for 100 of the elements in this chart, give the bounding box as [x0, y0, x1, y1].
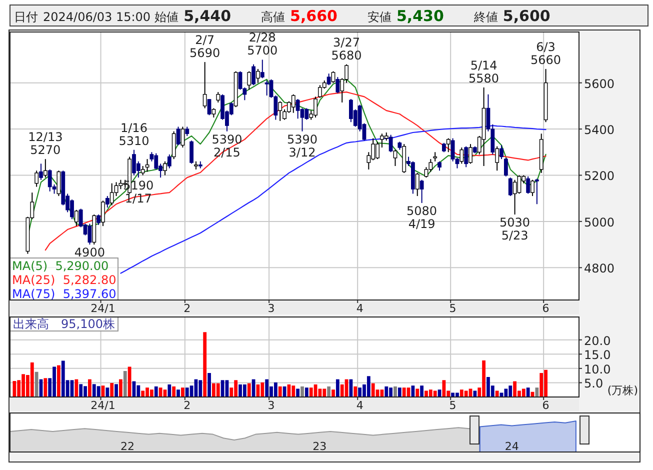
text: 5/14 5580 [468, 58, 500, 86]
candlestick [420, 179, 424, 204]
bar [136, 385, 140, 397]
candlestick [446, 138, 450, 153]
x-tick-label: 23 [312, 440, 327, 453]
bar [119, 379, 122, 397]
bar [242, 384, 246, 397]
bar [540, 373, 544, 397]
bar [168, 384, 172, 397]
bar [411, 386, 415, 397]
text: 6/3 5660 [530, 40, 562, 67]
candlestick [260, 59, 264, 79]
y-tick-label: 5000 [584, 215, 615, 230]
x-tick-label: 4 [356, 399, 364, 412]
candlestick [48, 168, 52, 192]
candlestick [185, 126, 190, 136]
bar [296, 388, 300, 397]
bar [208, 373, 211, 397]
text: 3/27 5680 [331, 35, 362, 62]
candlestick [278, 100, 282, 122]
bar [12, 381, 16, 397]
bar [114, 384, 118, 397]
bar [198, 380, 202, 397]
bar [292, 386, 296, 397]
bar [384, 386, 388, 397]
text: 5,430 [396, 7, 444, 25]
candlestick [460, 147, 464, 164]
candlestick [167, 154, 172, 169]
text: 5,600 [502, 7, 550, 25]
y-tick-label: 4800 [584, 262, 615, 276]
y-tick-label: 10.0 [584, 362, 611, 376]
bar [522, 388, 526, 397]
bar [44, 378, 48, 397]
candlestick [140, 166, 145, 176]
text: 12/13 5270 [28, 130, 63, 158]
bar [57, 365, 60, 397]
bar [526, 388, 530, 397]
bar [74, 379, 78, 397]
bar [150, 390, 154, 397]
bar [176, 390, 180, 397]
y-tick-label: 5400 [584, 123, 615, 138]
bar [535, 388, 539, 397]
y-tick-label: 5.0 [584, 376, 604, 391]
bar [358, 388, 362, 397]
text: 5030 5/23 [500, 216, 530, 243]
candlestick [326, 73, 331, 86]
candlestick [291, 94, 296, 114]
candlestick [88, 223, 92, 246]
bar [278, 386, 282, 397]
bar [336, 379, 340, 397]
text: MA(5) 5,290.00 [12, 259, 109, 273]
y-tick-label: 15.0 [584, 348, 611, 362]
x-tick-label: 3 [268, 302, 275, 315]
candlestick [74, 209, 78, 227]
candlestick [180, 126, 185, 148]
candlestick [96, 214, 101, 226]
candlestick [145, 158, 150, 172]
candlestick [43, 158, 48, 178]
candlestick [393, 149, 398, 166]
bar [473, 390, 477, 397]
candlestick [247, 70, 252, 90]
candlestick [118, 179, 123, 190]
candlestick [190, 140, 194, 164]
candlestick [56, 170, 61, 197]
bar [79, 384, 83, 397]
candlestick [526, 176, 530, 194]
candlestick [442, 142, 446, 153]
y-tick-label: 5200 [584, 169, 615, 184]
candlestick [534, 178, 539, 205]
bar [185, 388, 189, 397]
x-tick-label: 24 [504, 440, 519, 453]
candlestick [39, 163, 43, 180]
candlestick [304, 108, 309, 120]
candlestick [495, 146, 500, 172]
candlestick [504, 157, 508, 177]
candlestick [34, 170, 39, 188]
candlestick [415, 172, 420, 197]
bar [309, 388, 313, 397]
candlestick [530, 179, 534, 197]
bar [327, 386, 331, 397]
x-tick-label: 2 [184, 302, 191, 315]
series-label: MA(75) 5,397.60 [12, 287, 116, 301]
bar [433, 390, 437, 397]
x-tick-label: 24/1 [90, 302, 116, 315]
text: 2/7 5690 [190, 33, 220, 60]
text: 日付 [14, 10, 38, 24]
bar [495, 390, 499, 397]
bar [322, 388, 326, 397]
candlestick [433, 152, 438, 162]
bar [464, 390, 468, 397]
bar [158, 388, 162, 397]
text: 5,440 [184, 7, 232, 25]
text: 4900 [74, 246, 105, 260]
text: 安値 [367, 10, 392, 24]
y-tick-label: 5600 [584, 76, 615, 91]
candlestick [172, 130, 176, 160]
bar [180, 388, 184, 397]
candlestick [464, 146, 468, 168]
candlestick [176, 126, 180, 146]
bar [34, 372, 38, 397]
